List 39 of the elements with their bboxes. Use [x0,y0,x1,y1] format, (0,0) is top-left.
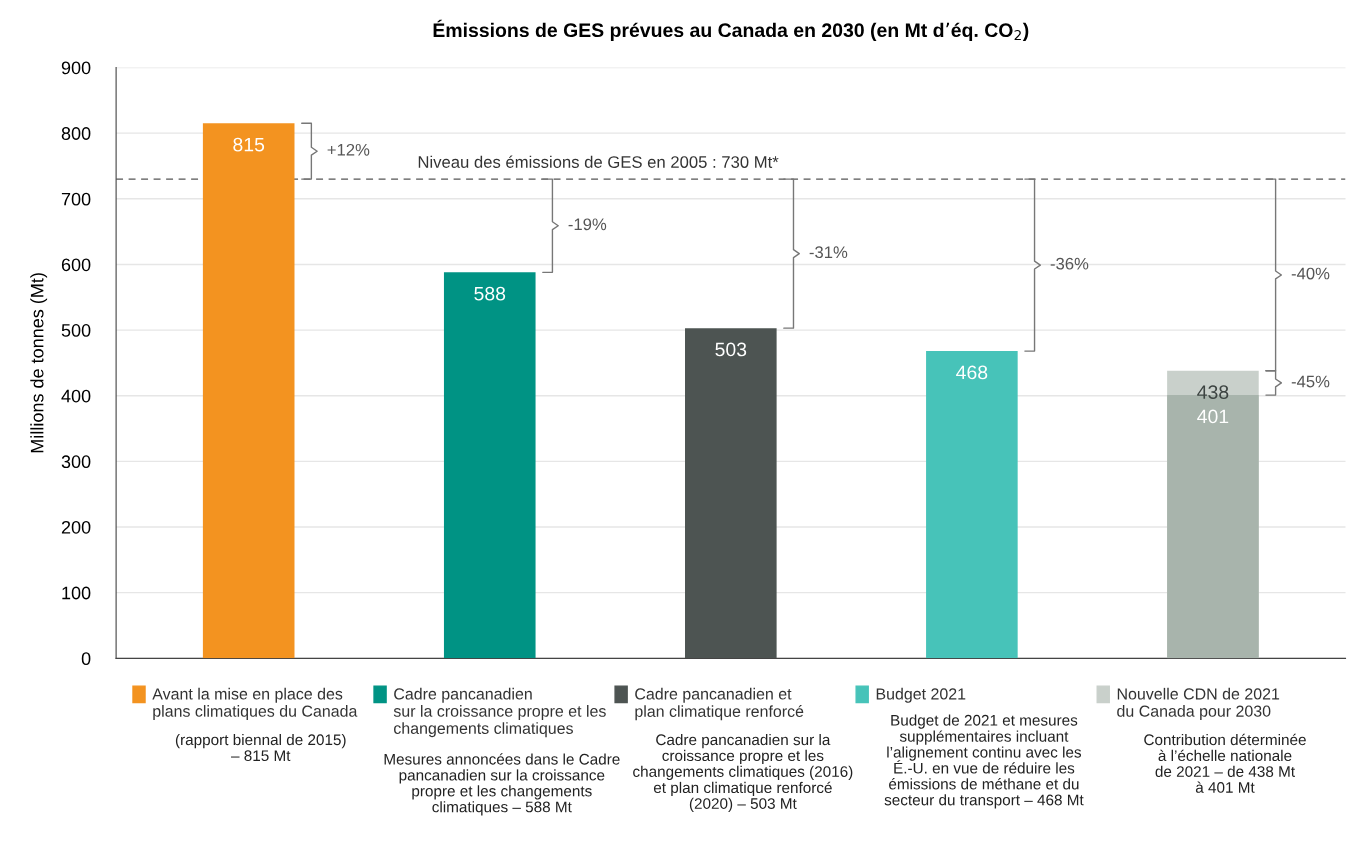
data-label: 401 [1197,409,1229,424]
y-tick-label: 600 [61,258,91,272]
y-tick-label: 500 [61,324,91,337]
x-tick-label: Nouvelle CDN de 2021 du Canada pour 2030 [1117,687,1280,720]
x-tick-label: Cadre pancanadien sur la croissance propre et les changements climatiques [393,687,606,738]
y-tick-label: 400 [61,389,91,403]
bar [443,272,536,659]
y-tick-label: 300 [61,455,91,469]
y-axis-title: Millions de tonnes (Mt) [30,273,48,453]
annotation: -40% [1291,267,1330,280]
text: Budget de 2021 et mesures supplémentaires incluant l’alignement continu avec les É.-U. en vue de réduire les émissions de méthane et du secteur du transport – 468 Mt [884,714,1084,809]
y-tick-label: 900 [61,61,91,75]
text: Mesures annoncées dans le Cadre pancanadien sur la croissance propre et les changements climatiques – 588 Mt [384,753,620,816]
x-tick-label: Avant la mise en place des plans climatiques du Canada [152,687,358,720]
text: (rapport biennal de 2015) – 815 Mt [175,733,346,762]
text: Cadre pancanadien sur la croissance propre et les changements climatiques (2016) et plan climatique renforcé (2020) – 503 Mt [633,733,853,812]
y-tick-label: 0 [81,652,91,666]
data-label: 468 [956,365,988,380]
data-label: 815 [233,137,265,152]
annotation: +12% [327,143,370,156]
data-label: 438 [1197,385,1229,399]
data-label: 503 [715,342,747,357]
chart-title: Émissions de GES prévues au Canada en 2030 (en Mt d’éq. CO$_{2}$) [433,19,1029,41]
y-tick-label: 700 [61,192,91,206]
x-tick-label: Budget 2021 [876,687,966,703]
annotation: -45% [1291,375,1330,388]
y-tick-label: 100 [62,586,91,600]
ref-line-label: Niveau des émissions de GES en 2005 : 730 Mt* [418,155,779,168]
y-tick-label: 200 [61,520,91,534]
bar [926,351,1018,659]
text: Contribution déterminée à l’échelle nationale de 2021 – de 438 Mt à 401 Mt [1144,733,1306,793]
y-tick-label: 800 [61,127,91,140]
x-tick-label: Cadre pancanadien et plan climatique renforcé [635,687,804,721]
bar [685,328,777,659]
data-label: 588 [474,286,506,301]
annotation: -19% [568,218,607,231]
annotation: -31% [809,246,848,259]
annotation: -36% [1050,257,1089,270]
bar [202,123,295,659]
